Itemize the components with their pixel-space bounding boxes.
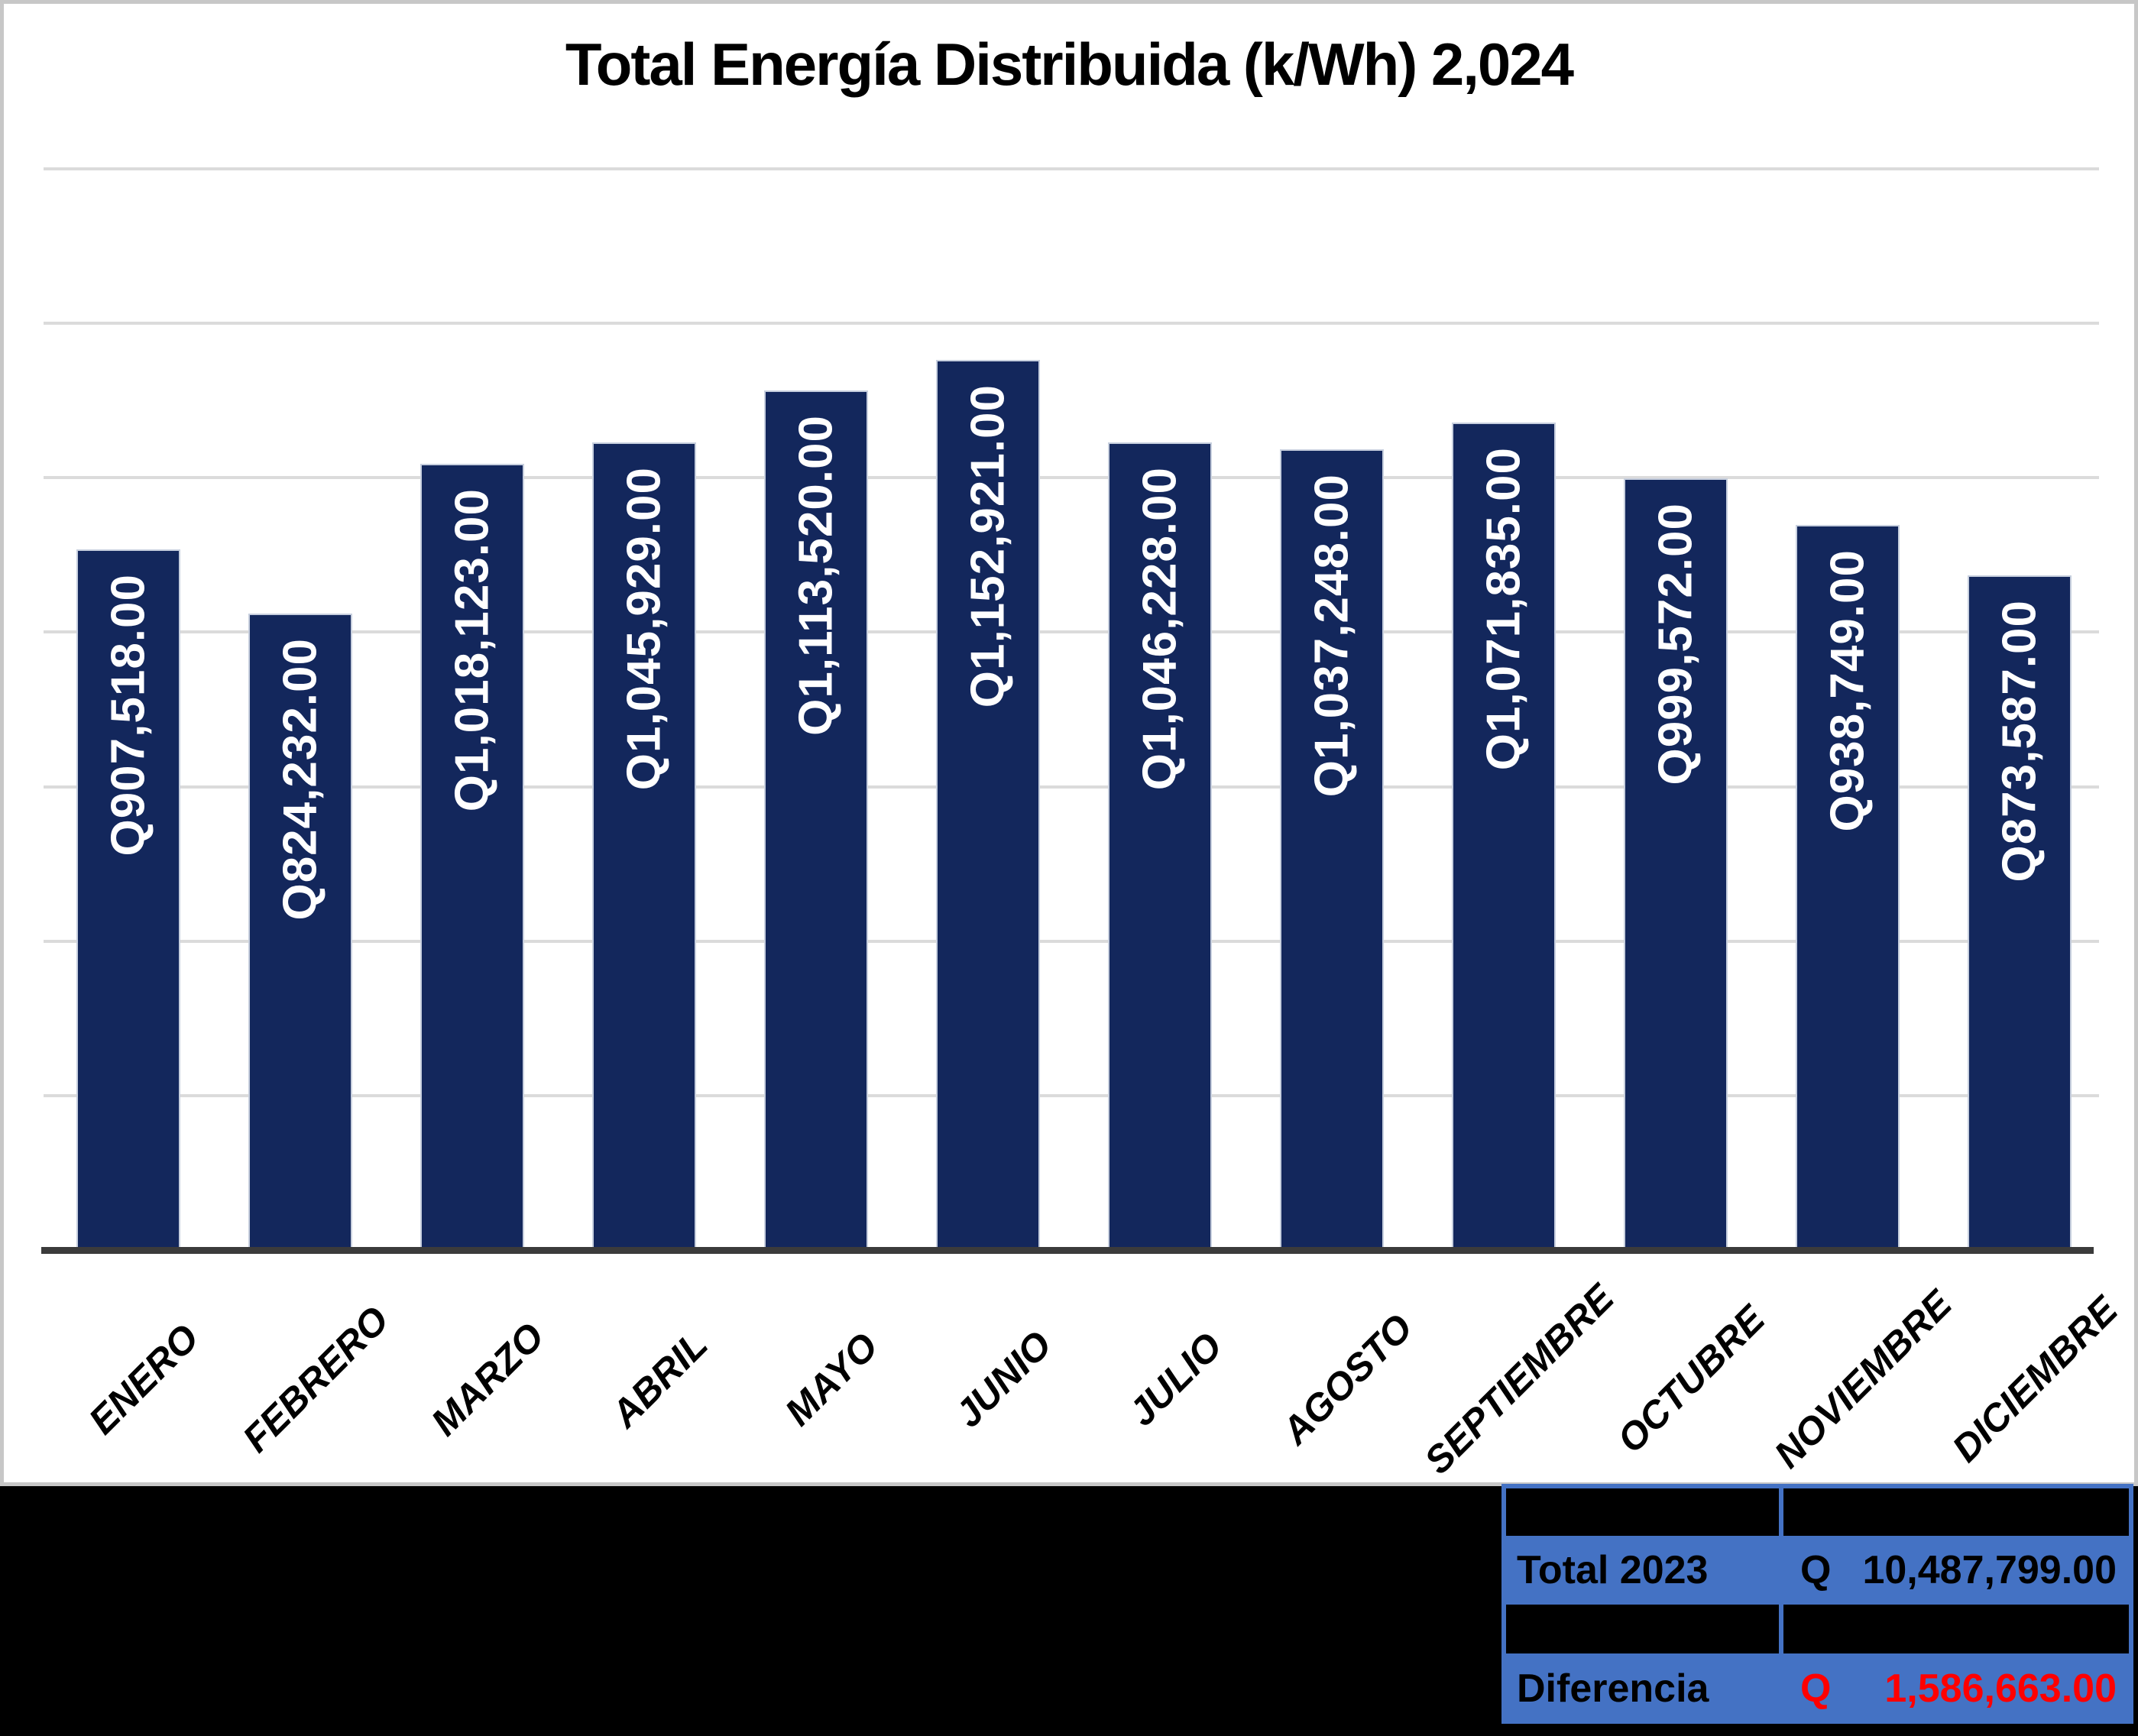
axis-label-abril: ABRIL [602, 1323, 716, 1436]
total-2023-value: 10,487,799.00 [1862, 1548, 2117, 1592]
bar-value-label-junio: Q1,152,921.00 [961, 384, 1014, 708]
x-axis-line [41, 1247, 2094, 1254]
bar-junio: Q1,152,921.00 [935, 360, 1040, 1250]
chart-title: Total Energía Distribuida (k/Wh) 2,024 [565, 31, 1574, 98]
spacer-0-value-cell [1783, 1488, 2129, 1536]
spacer-0-label [1506, 1488, 1779, 1536]
bar-value-label-agosto: Q1,037,248.00 [1305, 474, 1358, 798]
diferencia-currency-symbol: Q [1800, 1666, 1832, 1711]
bar-value-label-marzo: Q1,018,123.00 [445, 488, 498, 812]
bar-value-label-enero: Q907,518.00 [102, 574, 154, 857]
bar-julio: Q1,046,228.00 [1107, 442, 1212, 1250]
bar-value-label-febrero: Q824,232.00 [274, 638, 326, 921]
gridline-800000 [44, 630, 2099, 634]
bar-value-label-septiembre: Q1,071,835.00 [1477, 447, 1530, 771]
diferencia-value-cell: Q 1,586,663.00 [1783, 1658, 2129, 1719]
bar-febrero: Q824,232.00 [248, 614, 352, 1250]
bar-diciembre: Q873,587.00 [1967, 575, 2072, 1250]
axis-label-septiembre: SEPTIEMBRE [1415, 1276, 1622, 1482]
axis-label-febrero: FEBRERO [234, 1297, 397, 1461]
axis-label-agosto: AGOSTO [1273, 1305, 1420, 1453]
axis-label-octubre: OCTUBRE [1608, 1297, 1773, 1462]
axis-label-noviembre: NOVIEMBRE [1765, 1282, 1960, 1476]
diferencia-value: 1,586,663.00 [1884, 1666, 2117, 1711]
bar-marzo: Q1,018,123.00 [420, 464, 524, 1250]
gridline-600000 [44, 785, 2099, 789]
gridline-1200000 [44, 322, 2099, 326]
axis-label-diciembre: DICIEMBRE [1943, 1288, 2126, 1470]
bar-octubre: Q999,572.00 [1623, 478, 1728, 1250]
diferencia-label: Diferencia [1506, 1658, 1779, 1719]
spacer-2-value-cell [1783, 1605, 2129, 1653]
axis-label-enero: ENERO [79, 1316, 207, 1443]
gridline-1400000 [44, 167, 2099, 170]
chart-slide: Total Energía Distribuida (k/Wh) 2,024 Q… [0, 0, 2138, 1486]
bar-abril: Q1,045,929.00 [591, 442, 696, 1250]
summary-table: Total 2023 Q 10,487,799.00 Diferencia Q 1,586… [1501, 1484, 2133, 1724]
axis-label-junio: JUNIO [946, 1323, 1060, 1436]
total-2023-currency-symbol: Q [1800, 1548, 1832, 1592]
bar-value-label-abril: Q1,045,929.00 [617, 467, 670, 791]
gridline-1000000 [44, 476, 2099, 480]
bar-value-label-mayo: Q1,113,520.00 [789, 415, 842, 736]
total-2023-value-cell: Q 10,487,799.00 [1783, 1540, 2129, 1600]
bar-enero: Q907,518.00 [76, 549, 180, 1250]
plot-area: Q907,518.00 Q824,232.00 Q1,018,123.00 Q1,04… [44, 167, 2099, 1250]
gridline-200000 [44, 1093, 2099, 1097]
spacer-2-label [1506, 1605, 1779, 1653]
bar-value-label-noviembre: Q938,749.00 [1821, 549, 1874, 832]
bar-value-label-diciembre: Q873,587.00 [1993, 600, 2046, 883]
gridline-400000 [44, 939, 2099, 943]
axis-label-mayo: MAYO [776, 1324, 886, 1434]
bar-agosto: Q1,037,248.00 [1279, 449, 1384, 1250]
bar-noviembre: Q938,749.00 [1795, 525, 1900, 1250]
axis-label-marzo: MARZO [422, 1314, 552, 1444]
bar-septiembre: Q1,071,835.00 [1451, 423, 1556, 1250]
bar-value-label-octubre: Q999,572.00 [1649, 503, 1702, 785]
bar-value-label-julio: Q1,046,228.00 [1133, 467, 1186, 791]
total-2023-label: Total 2023 [1506, 1540, 1779, 1600]
axis-label-julio: JULIO [1119, 1324, 1230, 1434]
bar-mayo: Q1,113,520.00 [763, 390, 868, 1250]
